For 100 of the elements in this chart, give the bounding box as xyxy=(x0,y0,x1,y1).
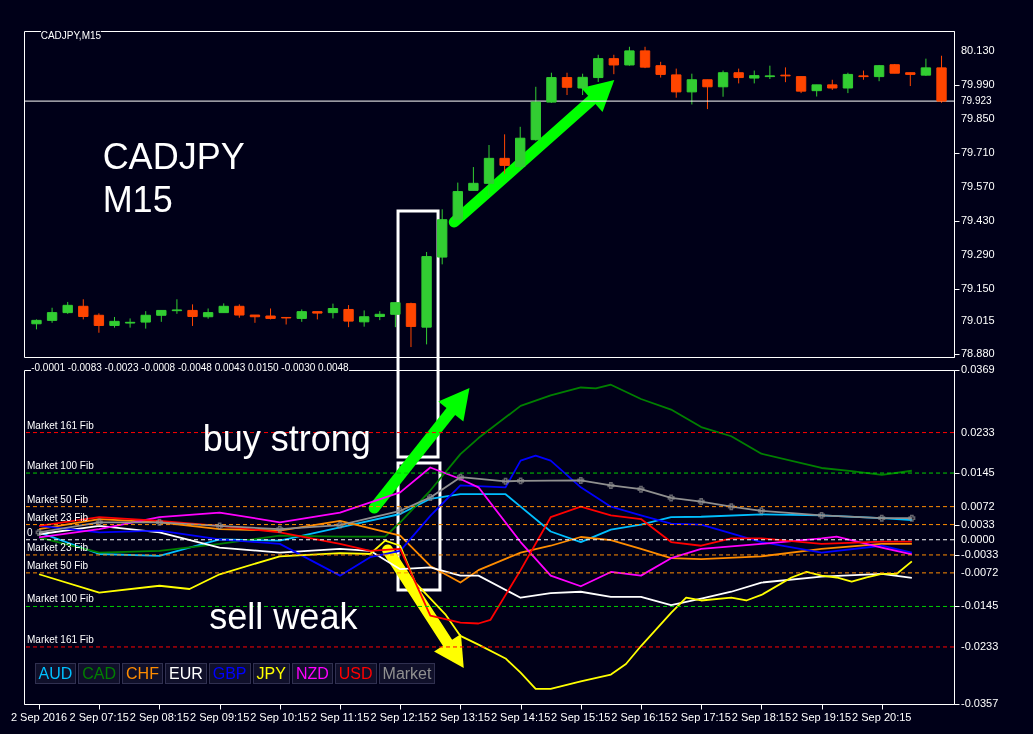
point xyxy=(577,476,585,484)
candlestick xyxy=(499,133,510,175)
y-tick-label: 0.0000 xyxy=(961,532,995,545)
y-tick-label: 79.290 xyxy=(961,247,995,260)
x-tick-label: 2 Sep 18:15 xyxy=(731,711,792,723)
candlestick xyxy=(78,298,89,320)
text: AUD xyxy=(38,665,73,682)
y-tick-label: 79.850 xyxy=(961,111,995,124)
candlestick xyxy=(93,312,105,334)
y-tick-label: 78.880 xyxy=(961,347,995,360)
annotation: sell weak xyxy=(209,595,358,639)
ref-line-label: 79.923 xyxy=(961,95,993,107)
candlestick xyxy=(608,54,620,75)
candlestick xyxy=(624,46,635,67)
ref-line-label: Market 100 Fib xyxy=(27,460,95,472)
point xyxy=(878,514,886,522)
candlestick xyxy=(764,65,776,80)
y-tick-label: 80.130 xyxy=(961,43,995,56)
candlestick xyxy=(249,314,261,324)
candlestick xyxy=(561,72,573,96)
text: EUR xyxy=(168,665,203,682)
point xyxy=(517,477,525,485)
point xyxy=(502,477,510,485)
text: Market xyxy=(382,665,432,682)
x-tick-label: 2 Sep 13:15 xyxy=(430,711,491,723)
candlestick xyxy=(343,304,354,328)
point xyxy=(727,503,735,511)
point xyxy=(336,521,344,529)
point xyxy=(757,507,765,515)
x-tick-label: 2 Sep 20:15 xyxy=(852,711,912,723)
point xyxy=(396,507,404,515)
ref-line-label: 0 xyxy=(27,526,33,538)
y-tick-label: 79.990 xyxy=(961,77,995,90)
candlestick xyxy=(468,166,479,191)
point xyxy=(35,528,43,536)
x-tick-label: 2 Sep 07:15 xyxy=(69,711,129,723)
annotation: CADJPY,M15 xyxy=(40,30,102,42)
candlestick xyxy=(280,316,292,325)
text: GBP xyxy=(212,665,247,682)
candlestick xyxy=(171,298,183,315)
x-tick-label: 2 Sep 15:15 xyxy=(551,711,611,723)
y-tick-label: 0.0145 xyxy=(961,466,995,479)
y-tick-label: -0.0033 xyxy=(961,547,999,560)
ref-line-label: Market 100 Fib xyxy=(27,593,95,605)
text: CHF xyxy=(126,665,159,682)
point xyxy=(155,518,163,526)
ref-line-label: Market 50 Fib xyxy=(27,493,89,505)
candlestick xyxy=(405,302,417,348)
y-tick-label: 79.015 xyxy=(961,314,995,327)
x-tick-label: 2 Sep 14:15 xyxy=(490,711,551,723)
point xyxy=(637,485,645,493)
point xyxy=(456,473,464,481)
y-tick-label: 0.0072 xyxy=(961,499,995,512)
text: CAD xyxy=(82,665,117,682)
ref-line-label: Market 161 Fib xyxy=(27,633,95,645)
x-tick-label: 2 Sep 10:15 xyxy=(250,711,310,723)
candlestick xyxy=(671,68,682,99)
x-tick-label: 2 Sep 09:15 xyxy=(189,711,250,723)
candlestick xyxy=(124,317,136,329)
candlestick xyxy=(187,303,198,327)
candlestick xyxy=(327,303,339,319)
point xyxy=(276,525,284,533)
point xyxy=(426,493,434,501)
text: USD xyxy=(338,665,373,682)
x-tick-label: 2 Sep 19:15 xyxy=(791,711,852,723)
y-tick-label: 79.710 xyxy=(961,145,995,158)
y-tick-label: 0.0233 xyxy=(961,425,995,438)
y-tick-label: -0.0072 xyxy=(961,565,999,578)
ref-line-label: Market 23 Fib xyxy=(27,541,89,553)
candlestick xyxy=(920,58,932,77)
x-tick-label: 2 Sep 11:15 xyxy=(310,711,370,723)
point xyxy=(908,514,916,522)
x-tick-label: 2 Sep 12:15 xyxy=(370,711,430,723)
ref-line-label: Market 50 Fib xyxy=(27,559,89,571)
candlestick xyxy=(202,307,214,320)
x-tick-label: 2 Sep 08:15 xyxy=(129,711,190,723)
candlestick xyxy=(577,73,588,96)
point xyxy=(667,494,675,502)
candlestick xyxy=(593,54,604,83)
y-tick-label: 79.570 xyxy=(961,179,995,192)
y-tick-label: -0.0233 xyxy=(961,639,999,652)
text: JPY xyxy=(256,665,286,682)
y-tick-label: 79.150 xyxy=(961,281,995,294)
candlestick xyxy=(702,79,713,110)
y-tick-label: 0.0369 xyxy=(961,363,995,375)
candlestick xyxy=(390,302,401,328)
candlestick xyxy=(842,72,854,94)
point xyxy=(818,511,826,519)
point xyxy=(216,522,224,530)
candlestick xyxy=(686,73,698,105)
y-tick-label: -0.0145 xyxy=(961,599,999,612)
x-tick-label: 2 Sep 17:15 xyxy=(671,711,731,723)
annotation: buy strong xyxy=(202,417,371,461)
text: NZD xyxy=(295,665,329,682)
x-tick-label: 2 Sep 16:15 xyxy=(611,711,671,723)
point xyxy=(607,481,615,489)
x-tick-label: 2 Sep 2016 xyxy=(10,711,68,723)
candlestick xyxy=(717,70,729,98)
annotation: CADJPY M15 xyxy=(102,135,245,222)
annotation: -0.0001 -0.0083 -0.0023 -0.0008 -0.0048 0.0043 0.0150 -0.0030 0.0048 xyxy=(31,362,349,374)
